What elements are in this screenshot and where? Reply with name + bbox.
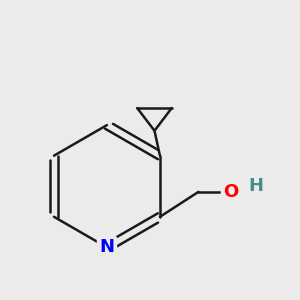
Text: H: H: [248, 178, 263, 196]
Text: O: O: [224, 183, 239, 201]
Text: N: N: [100, 238, 115, 256]
